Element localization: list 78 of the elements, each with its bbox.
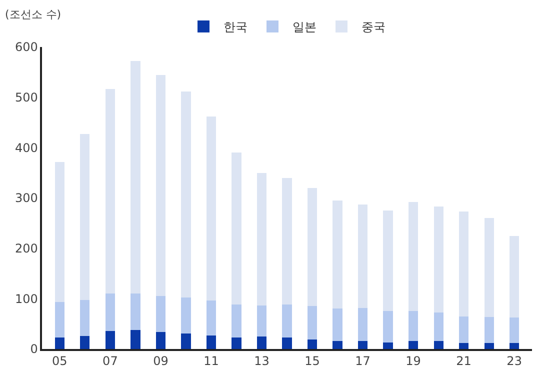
x-tick-label: 09 [153,354,168,368]
bar [484,342,494,349]
bar [307,188,318,306]
bar [80,300,90,336]
bar [54,162,64,302]
bar [80,336,90,349]
bar [510,236,520,318]
bar [383,342,393,349]
x-tick-label: 21 [456,354,472,368]
bar [408,340,418,349]
bar [307,306,318,340]
bar [232,337,242,349]
bar [54,337,64,349]
bar [358,204,368,308]
bar [332,200,342,309]
bar [383,210,393,311]
bar [434,206,444,312]
bar [282,178,292,305]
bar [156,332,166,349]
bar [408,310,418,341]
bar [206,335,216,349]
x-tick-label: 13 [254,354,270,368]
bar [510,317,520,343]
bar [181,333,191,349]
bar [332,340,342,349]
x-tick-label: 15 [304,354,320,368]
bar [54,302,64,338]
bar [510,342,520,349]
bar [232,152,242,305]
bar [181,91,191,298]
bar [206,116,216,301]
bar [459,212,469,316]
legend-label: 한국 [224,20,248,34]
bar [459,342,469,349]
bar [256,172,267,306]
y-tick-label: 500 [14,90,38,105]
bar [105,330,115,349]
bar [408,202,418,311]
bar [130,330,140,349]
y-tick-label: 0 [30,342,38,356]
bar [459,316,469,343]
bar [232,304,242,338]
y-tick-label: 600 [14,40,38,54]
bar [484,218,494,317]
bar [358,340,368,349]
y-axis-title: (조선소 수) [5,8,62,21]
legend-label: 일본 [292,20,316,34]
bar [256,306,267,336]
y-tick-label: 200 [14,242,38,256]
bar [80,134,90,300]
bar [383,310,393,342]
bar [434,340,444,349]
bar [130,294,140,330]
legend-label: 중국 [362,20,386,34]
y-tick-label: 100 [14,292,38,306]
bar [105,294,115,331]
x-tick-label: 23 [506,354,522,368]
y-tick-label: 400 [14,140,38,155]
x-tick-label: 17 [355,354,370,368]
y-tick-label: 300 [14,191,38,206]
bar [282,337,292,349]
bar [156,75,166,296]
x-tick-label: 05 [52,354,68,368]
x-tick-label: 07 [102,354,118,368]
bar [434,312,444,341]
bar [282,304,292,338]
bar [206,300,216,336]
x-tick-label: 19 [406,354,421,368]
bar [130,61,140,294]
bar [105,88,115,294]
bar [358,308,368,341]
bar [156,296,166,332]
bar [256,336,267,349]
bar [332,308,342,341]
bar [307,339,318,349]
x-tick-label: 11 [204,354,219,368]
bar [181,298,191,334]
bar [484,316,494,343]
